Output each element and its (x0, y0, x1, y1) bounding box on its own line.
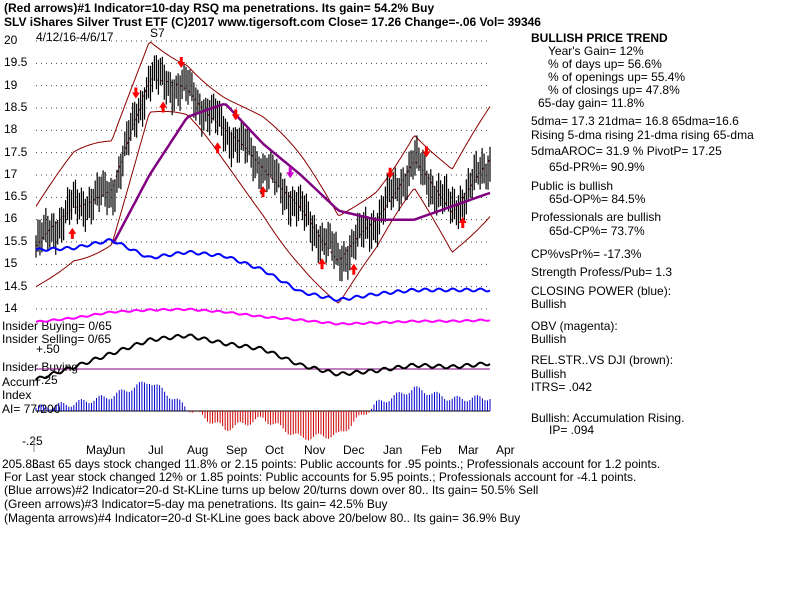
up-arrow-icon (213, 142, 222, 154)
trend-title: BULLISH PRICE TREND (531, 31, 668, 45)
x-tick-label: Sep (226, 443, 248, 457)
x-tick-label: Oct (265, 443, 284, 457)
ai-label: AI= 77/200 (2, 402, 61, 416)
obv-line (35, 307, 491, 326)
date-range: 4/12/16-4/6/17 (36, 30, 114, 44)
days-up: % of days up= 56.6% (548, 57, 662, 71)
closings-up: % of closings up= 47.8% (548, 83, 680, 97)
closing-power-label: CLOSING POWER (blue): (531, 284, 672, 298)
down-arrow-icon (131, 87, 140, 99)
price-bands (35, 41, 491, 304)
accum-summary: Bullish: Accumulation Rising. (531, 411, 685, 425)
footer-line-2: For Last year stock changed 12% or 1.85 … (4, 470, 637, 484)
x-tick-label: Jun (106, 443, 126, 457)
openings-up: % of openings up= 55.4% (548, 70, 686, 84)
strength-ratio: Strength Profess/Pub= 1.3 (531, 265, 673, 279)
x-tick-label: May (86, 443, 109, 457)
up-arrow-icon (68, 227, 77, 239)
up-arrow-icon (259, 186, 267, 198)
ip-value: IP= .094 (549, 423, 595, 437)
index-label: Index (2, 388, 32, 402)
gain65: 65-day gain= 11.8% (538, 96, 645, 110)
y-tick-label: 19.5 (4, 55, 28, 69)
aroc: 5dmaAROC= 31.9 % PivotP= 17.25 (531, 144, 722, 158)
ma65-line (112, 103, 491, 245)
y-tick-label: 15.5 (4, 234, 28, 248)
x-tick-label: Mar (458, 443, 479, 457)
x-tick-label: Jul (148, 443, 164, 457)
signal-arrows (68, 56, 467, 275)
x-tick-label: Jan (383, 443, 403, 457)
dmas: 5dma= 17.3 21dma= 16.8 65dma=16.6 (531, 114, 739, 128)
insider-selling-label: Insider Selling= 0/65 (2, 332, 112, 346)
up-arrow-icon (318, 258, 327, 270)
y-tick-label: 15 (4, 256, 18, 270)
title-line: SLV iShares Silver Trust ETF (C)2017 www… (4, 15, 541, 29)
x-tick-label: Aug (187, 443, 209, 457)
lower-indicators (35, 238, 491, 381)
y-tick-label: 16.5 (4, 189, 28, 203)
down-arrow-icon (231, 109, 240, 121)
x-tick-label: Dec (343, 443, 365, 457)
upper-band (35, 41, 491, 216)
insider-buying-label: Insider Buying= 0/65 (2, 319, 112, 333)
public-status: Public is bullish (531, 179, 614, 193)
y-tick-label: 14.5 (4, 279, 28, 293)
minus25-label: -.25 (22, 434, 43, 448)
cp65: 65d-CP%= 73.7% (549, 224, 645, 238)
down-arrow-icon (386, 167, 395, 179)
rel-str-line (35, 333, 491, 381)
y-tick-label: 17.5 (4, 145, 28, 159)
price-bars (35, 55, 491, 282)
relstr-label: REL.STR..VS DJI (brown): (531, 353, 674, 367)
indicator-1-line: (Red arrows)#1 Indicator=10-day RSQ ma p… (4, 1, 435, 15)
y-tick-label: 17 (4, 167, 18, 181)
y-tick-label: 16 (4, 211, 18, 225)
down-arrow-icon (177, 56, 186, 68)
ma65-polyline (112, 103, 491, 245)
insider-buying-label-2: Insider Buying (2, 360, 79, 374)
rising-mas: Rising 5-dma rising 21-dma rising 65-dma (531, 128, 754, 142)
y-tick-label: 18 (4, 122, 18, 136)
footer-line-3: (Blue arrows)#2 Indicator=20-d St-KLine … (4, 483, 539, 497)
plus50-label: +.50 (36, 342, 60, 356)
mid-band (35, 78, 491, 262)
closing-power-line (35, 238, 491, 302)
x-tick-label: Apr (496, 443, 515, 457)
y-tick-label: 18.5 (4, 100, 28, 114)
footer-line-5: (Magenta arrows)#4 Indicator=20-d St-KLi… (4, 511, 521, 525)
relstr-value: Bullish (531, 367, 567, 381)
accum-label: Accum (2, 375, 39, 389)
y-tick-label: 14 (4, 301, 18, 315)
professionals-status: Professionals are bullish (531, 210, 662, 224)
down-arrow-icon (422, 146, 431, 158)
footer-prefix: 205.83 (2, 457, 39, 471)
pr65: 65d-PR%= 90.9% (549, 160, 645, 174)
obv-value: Bullish (531, 332, 567, 346)
x-tick-label: Feb (421, 443, 442, 457)
closing-power-value: Bullish (531, 297, 567, 311)
obv-label: OBV (magenta): (531, 319, 618, 333)
down-arrow-icon (286, 167, 295, 179)
cp-vs-pr: CP%vsPr%= -17.3% (531, 247, 642, 261)
up-arrow-icon (159, 101, 168, 113)
x-tick-label: Nov (304, 443, 326, 457)
footer-line-4: (Green arrows)#3 Indicator=5-day ma pene… (4, 497, 388, 511)
up-arrow-icon (349, 263, 358, 275)
s7-label: S7 (150, 26, 165, 40)
op65: 65d-OP%= 84.5% (549, 192, 646, 206)
footer-line-1: Last 65 days stock changed 11.8% or 2.15… (32, 457, 661, 471)
years-gain: Year's Gain= 12% (548, 44, 644, 58)
y-tick-label: 20 (4, 33, 18, 47)
itrs: ITRS= .042 (531, 380, 593, 394)
up-arrow-icon (458, 216, 467, 228)
lower-band (35, 110, 491, 304)
y-tick-label: 19 (4, 78, 18, 92)
accum-histogram (35, 381, 491, 441)
